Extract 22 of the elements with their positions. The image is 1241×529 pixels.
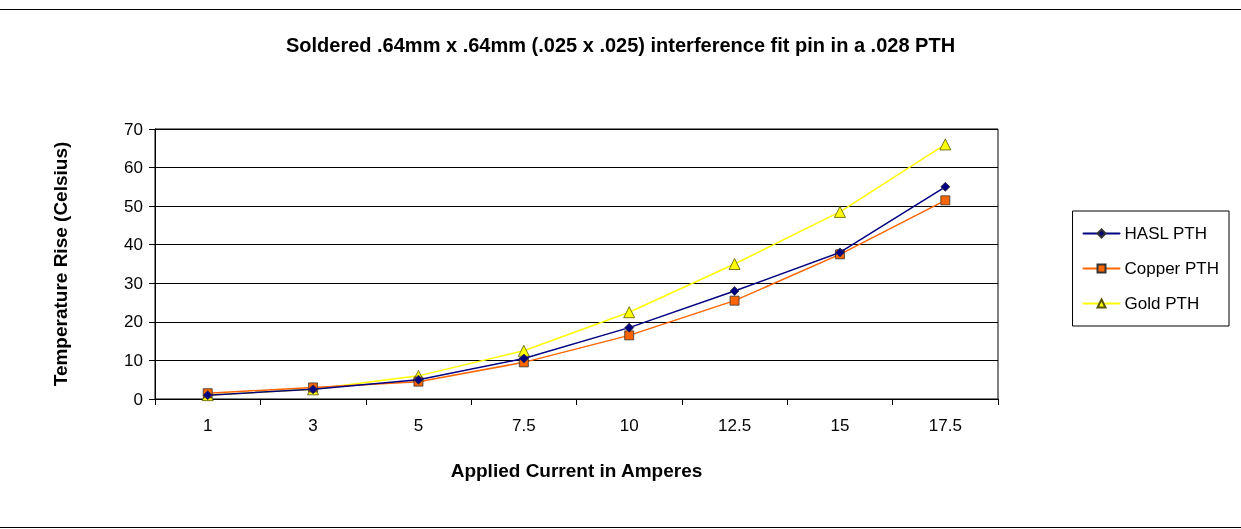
x-tick-label: 10 (619, 416, 639, 435)
y-tick-label: 60 (124, 158, 143, 178)
y-tick-label: 40 (124, 235, 143, 255)
x-tick-label: 5 (413, 416, 424, 435)
y-tick-label: 10 (124, 350, 143, 370)
y-tick-label: 30 (124, 273, 143, 293)
y-tick-label: 0 (133, 389, 143, 409)
x-tick-label: 3 (308, 416, 318, 435)
x-tick-label: 12.5 (718, 416, 752, 435)
y-tick-label: 20 (124, 312, 143, 332)
x-tick-label: 7.5 (511, 416, 536, 435)
legend-label: Gold PTH (1124, 294, 1200, 313)
legend-label: HASL PTH (1124, 224, 1208, 243)
x-tick-label: 17.5 (928, 416, 962, 435)
y-tick-label: 70 (124, 119, 143, 139)
x-axis-title: Applied Current in Amperes (450, 460, 703, 481)
x-tick-label: 15 (830, 416, 850, 435)
legend-label: Copper PTH (1124, 259, 1219, 278)
y-tick-label: 50 (124, 196, 143, 216)
y-axis-title: Temperature Rise (Celsius) (49, 141, 71, 387)
chart-title: Soldered .64mm x .64mm (.025 x .025) interference fit pin in a .028 PTH (285, 34, 956, 56)
x-tick-label: 1 (202, 416, 213, 435)
